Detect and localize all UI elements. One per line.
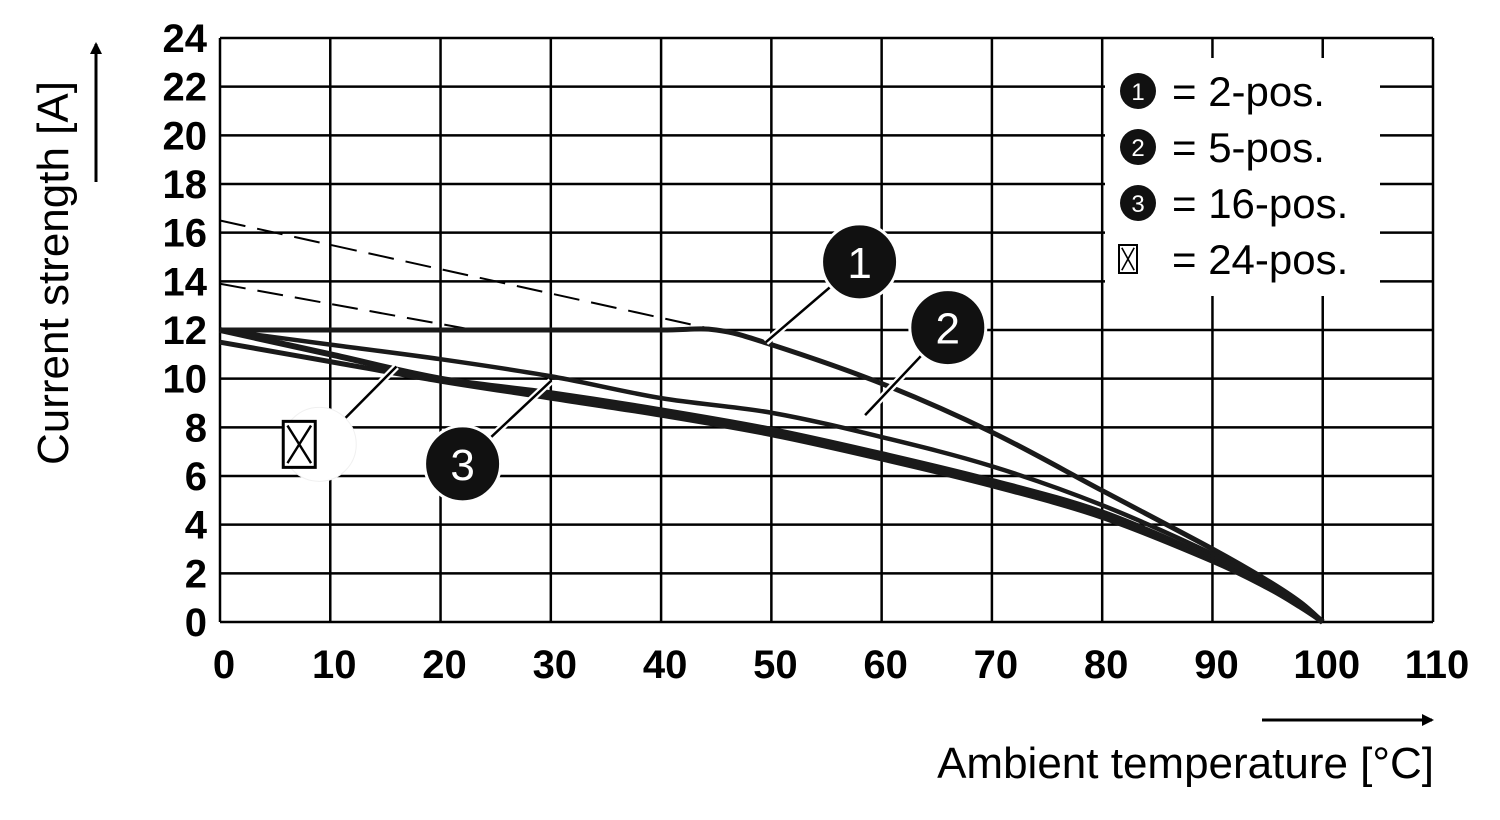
dashed-extensions [219,219,717,331]
y-tick-label: 22 [163,66,208,110]
x-tick-label: 110 [1405,643,1470,687]
x-tick-label: 50 [753,643,798,687]
series-lines [219,326,1325,625]
x-tick-label: 10 [312,643,357,687]
legend-marker [1120,129,1156,165]
y-tick-label: 18 [163,163,208,207]
legend: 1 = 2-pos. 2 = 5-pos. 3 = 16-pos. = 24-pos. [1105,58,1380,296]
legend-item-4: = 24-pos. [1118,236,1348,283]
callout-bubble [820,222,900,302]
series-line-2 [219,327,1325,624]
legend-item-3: 3 = 16-pos. [1120,180,1348,227]
y-tick-label: 2 [185,552,207,596]
box-x-icon [1118,244,1138,274]
callouts: 1 2 3 [281,222,988,504]
y-tick-label: 6 [185,455,207,499]
x-tick-label: 100 [1293,643,1360,687]
legend-item-2: 2 = 5-pos. [1120,124,1325,171]
x-axis-ticks: 0 10 20 30 40 50 60 70 80 90 100 110 [213,643,1469,687]
callout-number: 2 [936,305,960,354]
series-line-4 [219,339,1325,625]
x-tick-label: 0 [213,643,235,687]
legend-label: = 16-pos. [1172,180,1348,227]
series-line-1 [220,326,1325,624]
y-tick-label: 24 [163,17,208,61]
y-tick-label: 14 [163,260,208,304]
dashed-extension-2 [219,282,474,331]
callout-2: 2 [862,288,988,418]
x-tick-label: 30 [533,643,578,687]
y-tick-label: 4 [185,504,208,548]
y-tick-label: 10 [163,358,208,402]
y-tick-label: 0 [185,601,207,645]
callout-3: 3 [423,378,554,504]
y-tick-label: 20 [163,114,208,158]
callout-1: 1 [763,222,900,345]
legend-marker [1120,73,1156,109]
x-tick-label: 20 [422,643,467,687]
callout-number: 1 [847,239,871,288]
legend-label: = 24-pos. [1172,236,1348,283]
x-tick-label: 60 [863,643,908,687]
x-tick-label: 80 [1084,643,1129,687]
legend-label: = 5-pos. [1172,124,1325,171]
x-tick-label: 90 [1194,643,1239,687]
legend-item-1: 1 = 2-pos. [1120,68,1325,115]
y-tick-label: 12 [163,309,208,353]
x-axis-label: Ambient temperature [°C] [937,739,1434,788]
legend-marker-number: 3 [1131,191,1144,218]
legend-marker-number: 1 [1131,79,1144,106]
callout-box-x [281,364,399,482]
y-axis-label: Current strength [A] [29,81,78,465]
callout-number: 3 [450,441,474,490]
legend-marker [1120,185,1156,221]
y-tick-label: 16 [163,212,208,256]
dashed-extension-1 [219,219,717,331]
box-x-icon [281,419,317,469]
callout-bubble [908,288,988,368]
legend-label: = 2-pos. [1172,68,1325,115]
legend-marker-number: 2 [1131,135,1144,162]
y-tick-label: 8 [185,406,207,450]
x-tick-label: 70 [974,643,1019,687]
callout-bubble [423,424,503,504]
x-tick-label: 40 [643,643,688,687]
